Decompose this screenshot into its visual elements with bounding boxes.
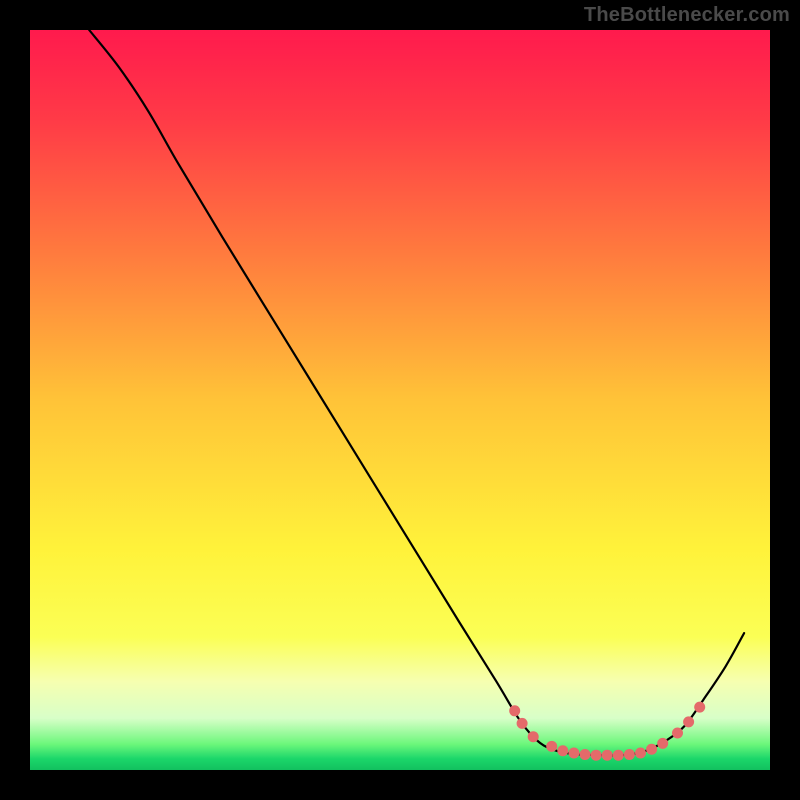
curve-marker	[624, 749, 635, 760]
curve-marker	[517, 718, 528, 729]
attribution-text: TheBottlenecker.com	[584, 4, 790, 27]
curve-marker	[672, 728, 683, 739]
curve-marker	[509, 705, 520, 716]
curve-marker	[602, 750, 613, 761]
curve-marker	[546, 741, 557, 752]
curve-marker	[646, 744, 657, 755]
curve-marker	[528, 731, 539, 742]
curve-marker	[635, 747, 646, 758]
chart-container: TheBottlenecker.com	[0, 0, 800, 800]
curve-marker	[694, 702, 705, 713]
curve-marker	[613, 750, 624, 761]
curve-marker	[683, 716, 694, 727]
curve-marker	[657, 738, 668, 749]
chart-background	[30, 30, 770, 770]
curve-marker	[580, 749, 591, 760]
chart-svg	[0, 0, 800, 800]
curve-marker	[591, 750, 602, 761]
curve-marker	[557, 745, 568, 756]
curve-marker	[568, 747, 579, 758]
